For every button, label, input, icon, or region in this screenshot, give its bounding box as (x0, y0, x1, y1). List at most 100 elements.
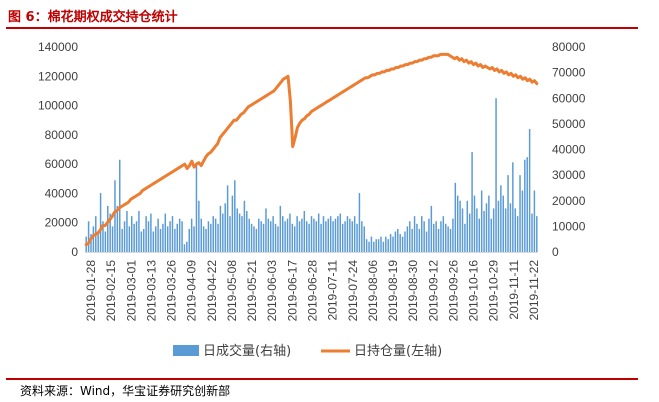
x-axis-tick-label: 2019-10-29 (487, 260, 501, 322)
volume-bar (409, 221, 411, 252)
right-axis-tick-label: 50000 (552, 117, 586, 131)
x-axis-tick-label: 2019-07-11 (326, 260, 340, 321)
volume-bar (260, 221, 262, 252)
volume-bar (399, 234, 401, 252)
volume-bar (430, 205, 433, 253)
volume-bar (133, 223, 135, 252)
volume-bar (107, 205, 109, 253)
volume-bar (361, 221, 363, 252)
left-axis-tick-label: 80000 (45, 128, 79, 142)
volume-bar (262, 223, 265, 252)
volume-bar (310, 216, 313, 253)
volume-bar (449, 228, 452, 252)
volume-bar (509, 203, 512, 252)
volume-bar (471, 152, 473, 252)
volume-bar (377, 239, 380, 252)
volume-bar (253, 226, 255, 253)
volume-bar (341, 223, 344, 252)
volume-bar (380, 236, 382, 253)
volume-bar (140, 231, 143, 252)
x-axis-tick-label: 2019-04-09 (185, 260, 199, 322)
right-axis-tick-label: 0 (552, 245, 559, 259)
left-axis-tick-label: 100000 (38, 99, 78, 113)
volume-bar (224, 203, 226, 252)
volume-bar (90, 234, 92, 252)
volume-bar (286, 218, 289, 252)
volume-bar (241, 216, 243, 253)
volume-bar (387, 239, 389, 252)
volume-bar (126, 211, 128, 252)
volume-bar (351, 221, 353, 252)
volume-bar (195, 162, 198, 252)
volume-bar (274, 223, 277, 252)
right-axis-tick-label: 40000 (552, 143, 586, 157)
volume-bar (521, 190, 524, 252)
volume-bar (248, 218, 250, 252)
volume-bar (459, 200, 461, 252)
volume-bar (162, 223, 164, 252)
volume-bar (190, 218, 193, 252)
x-axis-tick-label: 2019-03-26 (165, 260, 179, 322)
left-axis-tick-label: 20000 (45, 216, 79, 230)
volume-bar (234, 180, 236, 252)
volume-bar (382, 241, 385, 252)
volume-bar (425, 231, 428, 252)
x-axis-tick-label: 2019-08-19 (386, 260, 400, 322)
volume-bar (267, 218, 270, 252)
volume-bar (207, 221, 210, 252)
x-axis-tick-label: 2019-11-22 (527, 260, 541, 321)
volume-bar (138, 211, 140, 252)
volume-bar (504, 208, 507, 252)
volume-bar (495, 98, 497, 252)
volume-bar (205, 228, 207, 252)
volume-bar (250, 223, 253, 252)
left-axis-tick-label: 40000 (45, 186, 79, 200)
volume-bar (478, 218, 481, 252)
volume-bar (313, 218, 315, 252)
volume-bar (152, 231, 155, 252)
volume-bar (246, 211, 248, 252)
volume-bar (373, 241, 375, 252)
figure-title: 图 6：棉花期权成交持仓统计 (8, 10, 178, 25)
volume-bar (466, 200, 469, 252)
left-axis-tick-label: 120000 (38, 69, 78, 83)
x-axis-tick-label: 2019-06-17 (285, 260, 299, 322)
volume-bar (109, 213, 111, 252)
x-axis-tick-label: 2019-06-03 (265, 260, 279, 322)
volume-bar (270, 221, 272, 252)
volume-bar (516, 216, 519, 253)
volume-bar (238, 213, 241, 252)
volume-bar (102, 221, 104, 252)
volume-bar (428, 218, 430, 252)
volume-bar (444, 223, 447, 252)
volume-bar (159, 228, 162, 252)
volume-bar (183, 244, 186, 252)
volume-bar (317, 213, 320, 252)
volume-bar (346, 216, 349, 253)
source-note: 资料来源：Wind，华宝证券研究创新部 (20, 384, 231, 398)
volume-bar (365, 239, 368, 252)
volume-bar (476, 208, 478, 252)
volume-bar (488, 195, 490, 253)
volume-bar (200, 218, 202, 252)
x-axis-tick-label: 2019-07-24 (346, 260, 360, 322)
volume-bar (397, 228, 399, 252)
x-axis-tick-label: 2019-08-06 (366, 260, 380, 322)
volume-bar (87, 221, 90, 252)
volume-bar (483, 211, 485, 252)
volume-bar (104, 231, 107, 252)
volume-bar (131, 216, 133, 253)
volume-bar (202, 226, 205, 253)
volume-bar (293, 226, 296, 253)
volume-bar (229, 216, 231, 253)
volume-bar (353, 216, 356, 253)
volume-bar (363, 226, 365, 253)
volume-bar (492, 208, 495, 252)
volume-bar (188, 228, 191, 252)
volume-bar (212, 216, 214, 253)
volume-bar (468, 213, 471, 252)
volume-bar (178, 218, 181, 252)
x-axis-tick-label: 2019-10-16 (467, 260, 481, 322)
volume-bar (296, 216, 298, 253)
volume-bar (437, 228, 440, 252)
